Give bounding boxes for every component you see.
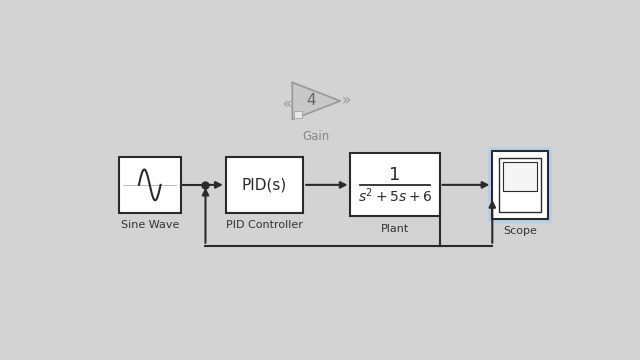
- Text: $s^2+5s+6$: $s^2+5s+6$: [358, 186, 432, 205]
- Bar: [226, 157, 303, 213]
- Bar: [492, 151, 548, 219]
- Text: Sine Wave: Sine Wave: [120, 220, 179, 230]
- Text: Scope: Scope: [503, 226, 537, 237]
- Text: PID(s): PID(s): [242, 177, 287, 192]
- Text: Gain: Gain: [303, 130, 330, 143]
- Text: »: »: [280, 94, 289, 108]
- Bar: [503, 162, 537, 192]
- Text: 4: 4: [306, 94, 316, 108]
- Bar: [351, 153, 440, 216]
- Bar: [119, 157, 180, 213]
- Bar: [294, 111, 301, 118]
- Text: 1: 1: [389, 166, 401, 184]
- Bar: [488, 147, 552, 222]
- Polygon shape: [292, 82, 340, 120]
- Bar: [499, 158, 541, 212]
- Text: PID Controller: PID Controller: [226, 220, 303, 230]
- Text: »: »: [342, 94, 351, 108]
- Text: Plant: Plant: [381, 224, 409, 234]
